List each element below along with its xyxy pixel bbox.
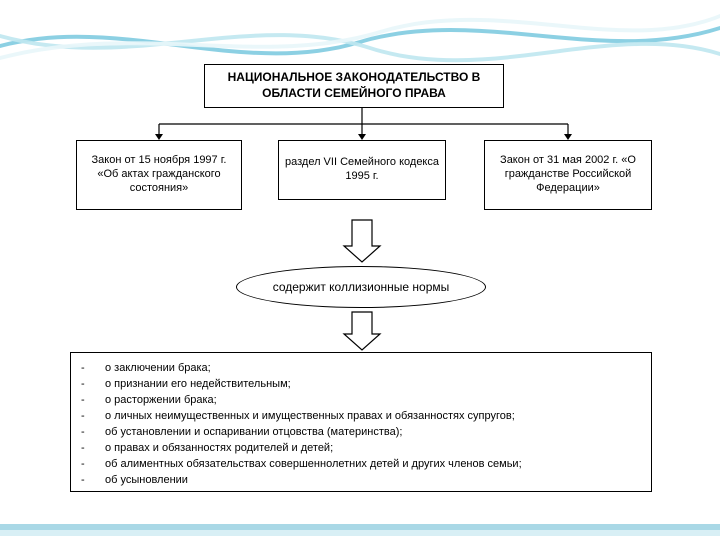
- list-item: -о личных неимущественных и имущественны…: [81, 409, 641, 425]
- list-item-text: об установлении и оспаривании отцовства …: [105, 425, 402, 441]
- title-text: НАЦИОНАЛЬНОЕ ЗАКОНОДАТЕЛЬСТВО В ОБЛАСТИ …: [211, 70, 497, 101]
- ellipse-text: содержит коллизионные нормы: [273, 280, 450, 294]
- slide: НАЦИОНАЛЬНОЕ ЗАКОНОДАТЕЛЬСТВО В ОБЛАСТИ …: [0, 0, 720, 540]
- list-item-text: об усыновлении: [105, 473, 188, 489]
- list-dash: -: [81, 409, 105, 425]
- list-item-text: об алиментных обязательствах совершеннол…: [105, 457, 522, 473]
- list-item: -о заключении брака;: [81, 361, 641, 377]
- footer-band-bottom: [0, 530, 720, 536]
- title-box: НАЦИОНАЛЬНОЕ ЗАКОНОДАТЕЛЬСТВО В ОБЛАСТИ …: [204, 64, 504, 108]
- list-dash: -: [81, 393, 105, 409]
- list-item: -о признании его недействительным;: [81, 377, 641, 393]
- child-box-2: раздел VII Семейного кодекса 1995 г.: [278, 140, 446, 200]
- child-3-text: Закон от 31 мая 2002 г. «О гражданстве Р…: [491, 154, 645, 195]
- list-dash: -: [81, 377, 105, 393]
- list-item: -об усыновлении: [81, 473, 641, 489]
- list-item-text: о личных неимущественных и имущественных…: [105, 409, 515, 425]
- list-dash: -: [81, 425, 105, 441]
- child-box-3: Закон от 31 мая 2002 г. «О гражданстве Р…: [484, 140, 652, 210]
- list-rows: -о заключении брака;-о признании его нед…: [81, 361, 641, 489]
- list-dash: -: [81, 457, 105, 473]
- list-item-text: о признании его недействительным;: [105, 377, 291, 393]
- list-item: -о расторжении брака;: [81, 393, 641, 409]
- list-item-text: о расторжении брака;: [105, 393, 217, 409]
- child-2-text: раздел VII Семейного кодекса 1995 г.: [285, 156, 439, 184]
- list-item-text: о правах и обязанностях родителей и дете…: [105, 441, 333, 457]
- list-item: -об алиментных обязательствах совершенно…: [81, 457, 641, 473]
- list-dash: -: [81, 441, 105, 457]
- child-1-text: Закон от 15 ноября 1997 г. «Об актах гра…: [83, 154, 235, 195]
- child-box-1: Закон от 15 ноября 1997 г. «Об актах гра…: [76, 140, 242, 210]
- ellipse-node: содержит коллизионные нормы: [236, 266, 486, 308]
- list-box: -о заключении брака;-о признании его нед…: [70, 352, 652, 492]
- list-item: -о правах и обязанностях родителей и дет…: [81, 441, 641, 457]
- list-dash: -: [81, 361, 105, 377]
- list-item: -об установлении и оспаривании отцовства…: [81, 425, 641, 441]
- list-dash: -: [81, 473, 105, 489]
- list-item-text: о заключении брака;: [105, 361, 211, 377]
